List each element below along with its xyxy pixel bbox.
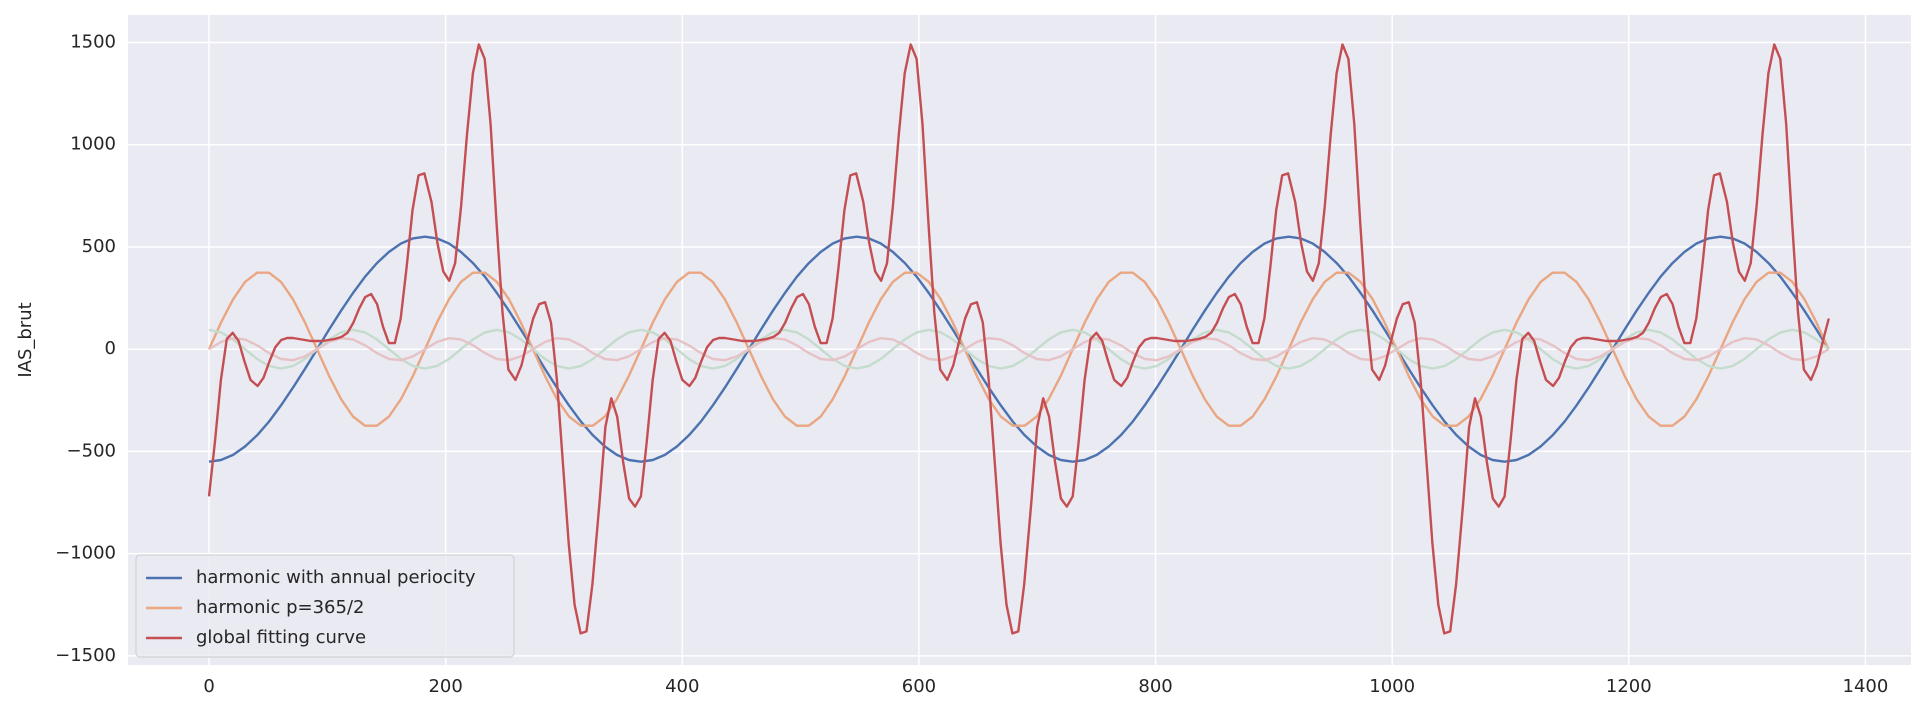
x-tick-label: 800 — [1138, 676, 1172, 697]
legend-label: harmonic p=365/2 — [196, 597, 364, 618]
series-line — [207, 43, 1830, 635]
x-tick-label: 1400 — [1843, 676, 1889, 697]
y-tick-label: 1500 — [70, 32, 116, 53]
legend-frame — [135, 554, 515, 658]
y-tick-label: −1000 — [55, 543, 116, 564]
x-tick-label: 600 — [902, 676, 936, 697]
x-tick-label: 200 — [428, 676, 462, 697]
y-tick-label: 1000 — [70, 134, 116, 155]
y-tick-label: −1500 — [55, 645, 116, 666]
x-tick-label: 1000 — [1369, 676, 1415, 697]
y-tick-label: 0 — [105, 338, 116, 359]
y-axis-label: IAS_brut — [15, 302, 36, 377]
y-tick-label: 500 — [82, 236, 116, 257]
y-tick-label: −500 — [67, 440, 116, 461]
series-line — [208, 337, 1830, 362]
x-tick-label: 1200 — [1606, 676, 1652, 697]
legend: harmonic with annual periocity harmonic p… — [135, 554, 515, 658]
x-tick-label: 400 — [665, 676, 699, 697]
series-line — [208, 235, 1830, 463]
series-line — [208, 328, 1830, 370]
series-line — [207, 271, 1830, 427]
x-tick-label: 0 — [203, 676, 214, 697]
legend-label: harmonic with annual periocity — [196, 567, 476, 588]
legend-label: global fitting curve — [196, 627, 366, 648]
